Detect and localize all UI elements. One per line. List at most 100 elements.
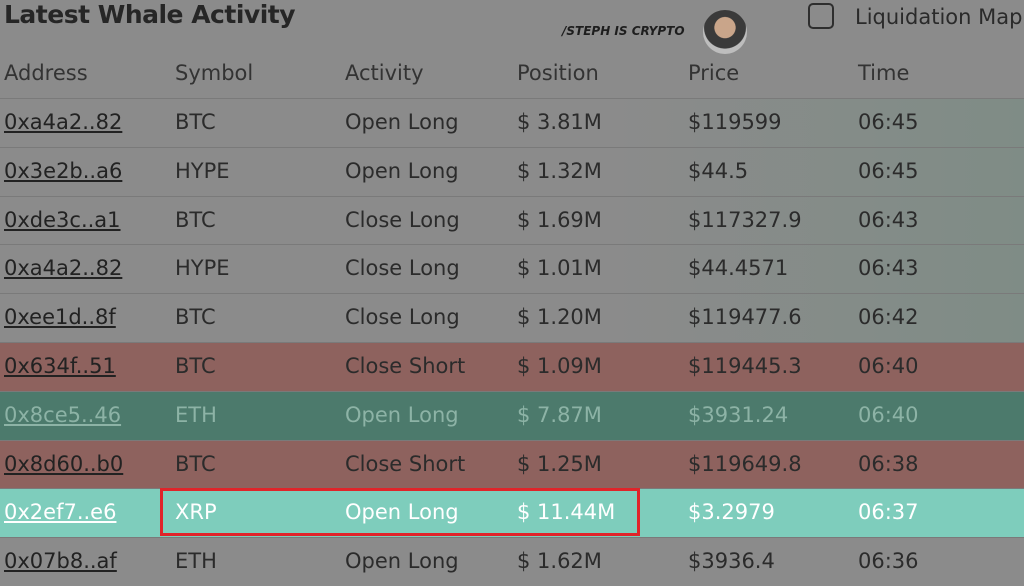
table-row: 0xee1d..8f BTC Close Long $ 1.20M $119477.6 0…: [0, 293, 1024, 343]
highlight-box: [160, 488, 640, 536]
table-cell: $ 1.62M: [517, 549, 602, 574]
table-cell: $119599: [688, 110, 782, 134]
table-cell: 0xa4a2..82: [4, 98, 122, 147]
table-row: 0x07b8..af ETH Open Long $ 1.62M $3936.4 06:3…: [0, 537, 1024, 586]
table-cell: Open Long: [345, 110, 459, 134]
table-cell: $44.5: [688, 158, 749, 183]
table-cell: $119477.6: [688, 305, 802, 330]
table-cell: $119445.3: [688, 354, 802, 378]
table-cell: $44.4571: [688, 256, 789, 281]
table-cell: Close Long: [345, 256, 460, 281]
table-cell: BTC: [175, 207, 216, 232]
table-cell: 06:45: [858, 110, 919, 134]
table-cell: 0x8ce5..46: [4, 391, 121, 440]
table-row: 0x3e2b..a6 HYPE Open Long $ 1.32M $44.5 06:45: [0, 146, 1024, 196]
column-header: Activity: [345, 61, 424, 85]
table-cell: $119649.8: [688, 451, 802, 476]
table-cell: BTC: [175, 305, 216, 330]
row-separator: [0, 195, 1024, 197]
table-cell: $ 3.81M: [517, 110, 602, 134]
column-header: Time: [858, 61, 910, 85]
table-cell: 06:43: [858, 207, 919, 232]
table-cell: $3931.24: [688, 402, 789, 427]
checkbox[interactable]: [808, 3, 834, 29]
table-cell: $3936.4: [688, 549, 775, 574]
table-cell: Open Long: [345, 402, 459, 427]
table-cell: Open Long: [345, 500, 459, 525]
address-link[interactable]: 0x3e2b..a6: [4, 158, 123, 183]
table-cell: 06:40: [858, 354, 919, 378]
table-cell: 0x634f..51: [4, 342, 116, 391]
row-separator: [0, 146, 1024, 148]
table-cell: $ 1.25M: [517, 451, 602, 476]
table-cell: $ 1.32M: [517, 158, 602, 183]
avatar: [703, 10, 747, 54]
table-cell: 06:40: [858, 402, 919, 427]
row-separator: [0, 342, 1024, 343]
table-cell: $ 1.69M: [517, 207, 602, 232]
address-link[interactable]: 0xa4a2..82: [4, 110, 123, 134]
table-cell: $ 11.44M: [517, 500, 616, 525]
table-row: 0xa4a2..82 BTC Open Long $ 3.81M $119599 06:4…: [0, 98, 1024, 147]
table-cell: 0xee1d..8f: [4, 293, 116, 342]
title: Latest Whale Activity: [4, 0, 296, 29]
column-header: Price: [688, 61, 740, 85]
address-link[interactable]: 0xee1d..8f: [4, 305, 116, 330]
table-header: Address Symbol Activity Position Price Time: [0, 58, 1024, 88]
address-link[interactable]: 0x2ef7..e6: [4, 500, 117, 525]
table-cell: 06:45: [858, 158, 919, 183]
table-cell: 0x8d60..b0: [4, 440, 123, 489]
table-cell: Close Long: [345, 305, 460, 330]
address-link[interactable]: 0xa4a2..82: [4, 256, 123, 281]
table-cell: 0xde3c..a1: [4, 196, 121, 245]
table-cell: 06:36: [858, 549, 919, 574]
table-cell: 06:37: [858, 500, 919, 525]
row-separator: [0, 439, 1024, 441]
table-cell: $ 1.01M: [517, 256, 602, 281]
table-row: 0x2ef7..e6 XRP Open Long $ 11.44M $3.2979 06:…: [0, 488, 1024, 538]
table-cell: $3.2979: [688, 500, 775, 525]
table-row: 0x634f..51 BTC Close Short $ 1.09M $119445.3…: [0, 342, 1024, 391]
table-row: 0xde3c..a1 BTC Close Long $ 1.69M $117327.9 0…: [0, 195, 1024, 245]
column-header: Address: [4, 61, 88, 85]
row-separator: [0, 390, 1024, 392]
table-cell: $ 7.87M: [517, 402, 602, 427]
table-cell: 06:38: [858, 451, 919, 476]
table-cell: 0x2ef7..e6: [4, 488, 116, 537]
address-link[interactable]: 0x8ce5..46: [4, 402, 122, 427]
address-link[interactable]: 0x8d60..b0: [4, 451, 124, 476]
table-cell: ETH: [175, 402, 217, 427]
row-separator: [0, 244, 1024, 246]
table-cell: Open Long: [345, 549, 459, 574]
table-cell: BTC: [175, 354, 216, 378]
table-cell: $ 1.09M: [517, 354, 602, 378]
watermark: /STEPH IS CRYPTO: [562, 24, 685, 38]
table-cell: 06:42: [858, 305, 919, 330]
row-separator: [0, 293, 1024, 295]
table-cell: 0x3e2b..a6: [4, 147, 122, 196]
table-cell: Open Long: [345, 158, 459, 183]
address-link[interactable]: 0x07b8..af: [4, 549, 117, 574]
row-separator: [0, 98, 1024, 99]
table-cell: ETH: [175, 549, 217, 574]
address-link[interactable]: 0xde3c..a1: [4, 207, 121, 232]
table-cell: BTC: [175, 110, 216, 134]
table-cell: Close Short: [345, 451, 466, 476]
address-link[interactable]: 0x634f..51: [4, 354, 116, 378]
table-row: 0xa4a2..82 HYPE Close Long $ 1.01M $44.4571 0…: [0, 244, 1024, 294]
table-cell: Close Long: [345, 207, 460, 232]
toggle-label[interactable]: Liquidation Map: [855, 5, 1023, 29]
table-row: 0x8ce5..46 ETH Open Long $ 7.87M $3931.24 06:…: [0, 390, 1024, 440]
table-cell: Close Short: [345, 354, 466, 378]
table-cell: 06:43: [858, 256, 919, 281]
table-cell: XRP: [175, 500, 217, 525]
column-header: Symbol: [175, 61, 254, 85]
table-cell: $ 1.20M: [517, 305, 602, 330]
table-cell: HYPE: [175, 256, 230, 281]
table-cell: 0x07b8..af: [4, 537, 117, 586]
column-header: Position: [517, 61, 599, 85]
table-cell: 0xa4a2..82: [4, 244, 122, 293]
row-separator: [0, 537, 1024, 539]
table-cell: $117327.9: [688, 207, 802, 232]
